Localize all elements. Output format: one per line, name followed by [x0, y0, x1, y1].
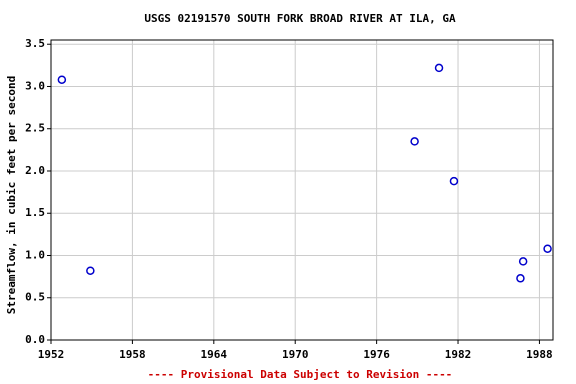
data-point — [434, 63, 444, 73]
x-tick-label: 1988 — [526, 348, 553, 361]
x-tick-label: 1982 — [445, 348, 472, 361]
plot-frame — [50, 39, 554, 341]
y-tick-label: 1.5 — [25, 206, 45, 219]
data-point — [57, 75, 67, 84]
y-tick-label: 3.5 — [25, 37, 45, 50]
data-point — [449, 176, 459, 186]
y-tick-label: 3.0 — [25, 79, 45, 92]
y-tick-label: 0.0 — [25, 333, 45, 346]
x-tick-label: 1958 — [119, 348, 146, 361]
data-point — [543, 244, 552, 253]
data-point — [410, 137, 419, 146]
footnote: ---- Provisional Data Subject to Revisio… — [148, 368, 453, 381]
y-axis-label: Streamflow, in cubic feet per second — [5, 76, 18, 314]
data-point — [518, 257, 528, 266]
data-point — [86, 266, 95, 275]
x-tick-label: 1964 — [201, 348, 228, 361]
data-point — [516, 274, 525, 283]
y-tick-label: 2.0 — [25, 164, 45, 177]
chart-title: USGS 02191570 SOUTH FORK BROAD RIVER AT … — [144, 12, 456, 25]
y-tick-label: 1.0 — [25, 248, 45, 261]
y-tick-label: 2.5 — [25, 122, 45, 135]
x-tick-label: 1970 — [282, 348, 309, 361]
x-tick-label: 1952 — [38, 348, 65, 361]
y-tick-label: 0.5 — [25, 291, 45, 304]
x-tick-label: 1976 — [363, 348, 390, 361]
